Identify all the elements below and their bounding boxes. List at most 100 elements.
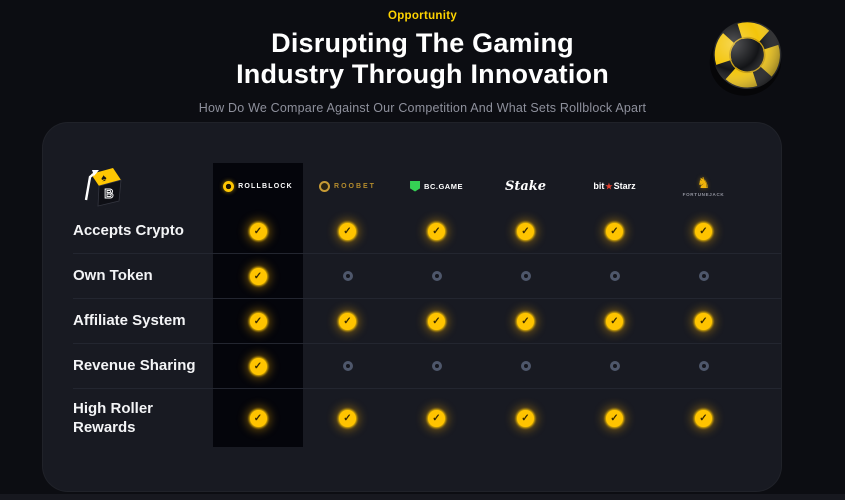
- mark-cell-roobet: [303, 344, 392, 388]
- mark-cell-stake: [481, 254, 570, 298]
- check-icon: ✓: [606, 222, 623, 240]
- column-header-bcgame: BC.GAME: [392, 163, 481, 209]
- table-row: Affiliate System ✓ ✓ ✓ ✓ ✓ ✓: [73, 298, 781, 343]
- mark-cell-bitstarz: ✓: [570, 299, 659, 343]
- rollblock-dice-logo: ♠ B: [73, 163, 213, 209]
- mark-cell-bitstarz: ✓: [570, 209, 659, 253]
- bcgame-shield-icon: [410, 180, 421, 192]
- logo-letter: B: [104, 186, 113, 201]
- cross-icon: [431, 361, 442, 371]
- check-icon: ✓: [517, 222, 534, 240]
- column-header-bitstarz: bit★Starz: [570, 163, 659, 209]
- feature-label: Accepts Crypto: [73, 222, 184, 240]
- cross-icon: [431, 271, 442, 281]
- check-icon: ✓: [695, 409, 712, 427]
- check-icon: ✓: [249, 222, 267, 240]
- rollblock-label: ROLLBLOCK: [238, 182, 293, 190]
- feature-label: High Roller Rewards: [73, 399, 154, 437]
- page-subtitle: How Do We Compare Against Our Competitio…: [198, 100, 647, 115]
- mark-cell-stake: ✓: [481, 299, 570, 343]
- mark-cell-bcgame: [392, 344, 481, 388]
- table-header-row: ♠ B ROLLBLOCK ROOBET BC.GAME: [73, 163, 781, 209]
- cross-icon: [520, 271, 531, 281]
- feature-label: Own Token: [73, 267, 153, 285]
- check-icon: ✓: [339, 312, 356, 330]
- check-icon: ✓: [249, 267, 267, 285]
- mark-cell-rollblock: ✓: [213, 389, 303, 447]
- title-line-1: Disrupting The Gaming: [271, 28, 574, 58]
- poker-chip-icon: [695, 8, 799, 106]
- check-icon: ✓: [695, 222, 712, 240]
- mark-cell-roobet: ✓: [303, 389, 392, 447]
- check-icon: ✓: [606, 312, 623, 330]
- mark-cell-fortunejack: [659, 344, 748, 388]
- mark-cell-bitstarz: [570, 254, 659, 298]
- comparison-card: ♠ B ROLLBLOCK ROOBET BC.GAME: [42, 122, 782, 492]
- table-row: Revenue Sharing ✓: [73, 343, 781, 388]
- column-header-rollblock: ROLLBLOCK: [213, 163, 303, 209]
- mark-cell-bitstarz: ✓: [570, 389, 659, 447]
- comparison-rows: Accepts Crypto ✓ ✓ ✓ ✓ ✓ ✓ Own Token ✓ Affiliate …: [73, 209, 781, 447]
- cross-icon: [342, 271, 353, 281]
- fortunejack-label: FORTUNEJACK: [682, 191, 725, 197]
- mark-cell-fortunejack: ✓: [659, 299, 748, 343]
- feature-label: Affiliate System: [73, 312, 186, 330]
- check-icon: ✓: [249, 357, 267, 375]
- check-icon: ✓: [517, 312, 534, 330]
- roobet-icon: [319, 180, 331, 192]
- mark-cell-fortunejack: ✓: [659, 209, 748, 253]
- mark-cell-roobet: ✓: [303, 299, 392, 343]
- check-icon: ✓: [517, 409, 534, 427]
- check-icon: ✓: [606, 409, 623, 427]
- mark-cell-bcgame: ✓: [392, 299, 481, 343]
- roobet-label: ROOBET: [334, 182, 376, 190]
- table-row: Accepts Crypto ✓ ✓ ✓ ✓ ✓ ✓: [73, 209, 781, 253]
- table-row: Own Token ✓: [73, 253, 781, 298]
- mark-cell-stake: [481, 344, 570, 388]
- page-title: Disrupting The Gaming Industry Through I…: [0, 28, 845, 91]
- hero-section: Opportunity Disrupting The Gaming Indust…: [0, 0, 845, 115]
- cross-icon: [609, 361, 620, 371]
- mark-cell-rollblock: ✓: [213, 344, 303, 388]
- cross-icon: [520, 361, 531, 371]
- column-header-fortunejack: ♞ FORTUNEJACK: [659, 163, 748, 209]
- mark-cell-bcgame: ✓: [392, 389, 481, 447]
- spade-icon: ♠: [101, 173, 108, 185]
- fortunejack-icon: ♞: [696, 174, 711, 192]
- next-section-edge: [0, 494, 845, 500]
- mark-cell-rollblock: ✓: [213, 299, 303, 343]
- mark-cell-roobet: [303, 254, 392, 298]
- cross-icon: [698, 271, 709, 281]
- bitstarz-label: bit★Starz: [593, 181, 636, 191]
- cross-icon: [609, 271, 620, 281]
- check-icon: ✓: [339, 409, 356, 427]
- rollblock-chip-icon: [223, 180, 235, 192]
- check-icon: ✓: [249, 312, 267, 330]
- column-header-stake: Stake: [481, 163, 570, 209]
- mark-cell-bcgame: [392, 254, 481, 298]
- check-icon: ✓: [339, 222, 356, 240]
- check-icon: ✓: [249, 409, 267, 427]
- mark-cell-roobet: ✓: [303, 209, 392, 253]
- feature-label: Revenue Sharing: [73, 357, 196, 375]
- table-row: High Roller Rewards ✓ ✓ ✓ ✓ ✓ ✓: [73, 388, 781, 447]
- check-icon: ✓: [428, 409, 445, 427]
- mark-cell-rollblock: ✓: [213, 209, 303, 253]
- check-icon: ✓: [695, 312, 712, 330]
- mark-cell-fortunejack: ✓: [659, 389, 748, 447]
- mark-cell-bitstarz: [570, 344, 659, 388]
- mark-cell-stake: ✓: [481, 209, 570, 253]
- stake-label: Stake: [504, 178, 547, 194]
- mark-cell-bcgame: ✓: [392, 209, 481, 253]
- cross-icon: [698, 361, 709, 371]
- column-header-roobet: ROOBET: [303, 163, 392, 209]
- mark-cell-rollblock: ✓: [213, 254, 303, 298]
- mark-cell-stake: ✓: [481, 389, 570, 447]
- check-icon: ✓: [428, 312, 445, 330]
- check-icon: ✓: [428, 222, 445, 240]
- title-line-2: Industry Through Innovation: [236, 59, 609, 90]
- eyebrow-label: Opportunity: [387, 10, 458, 22]
- cross-icon: [342, 361, 353, 371]
- star-icon: ★: [605, 182, 613, 191]
- bcgame-label: BC.GAME: [424, 181, 463, 191]
